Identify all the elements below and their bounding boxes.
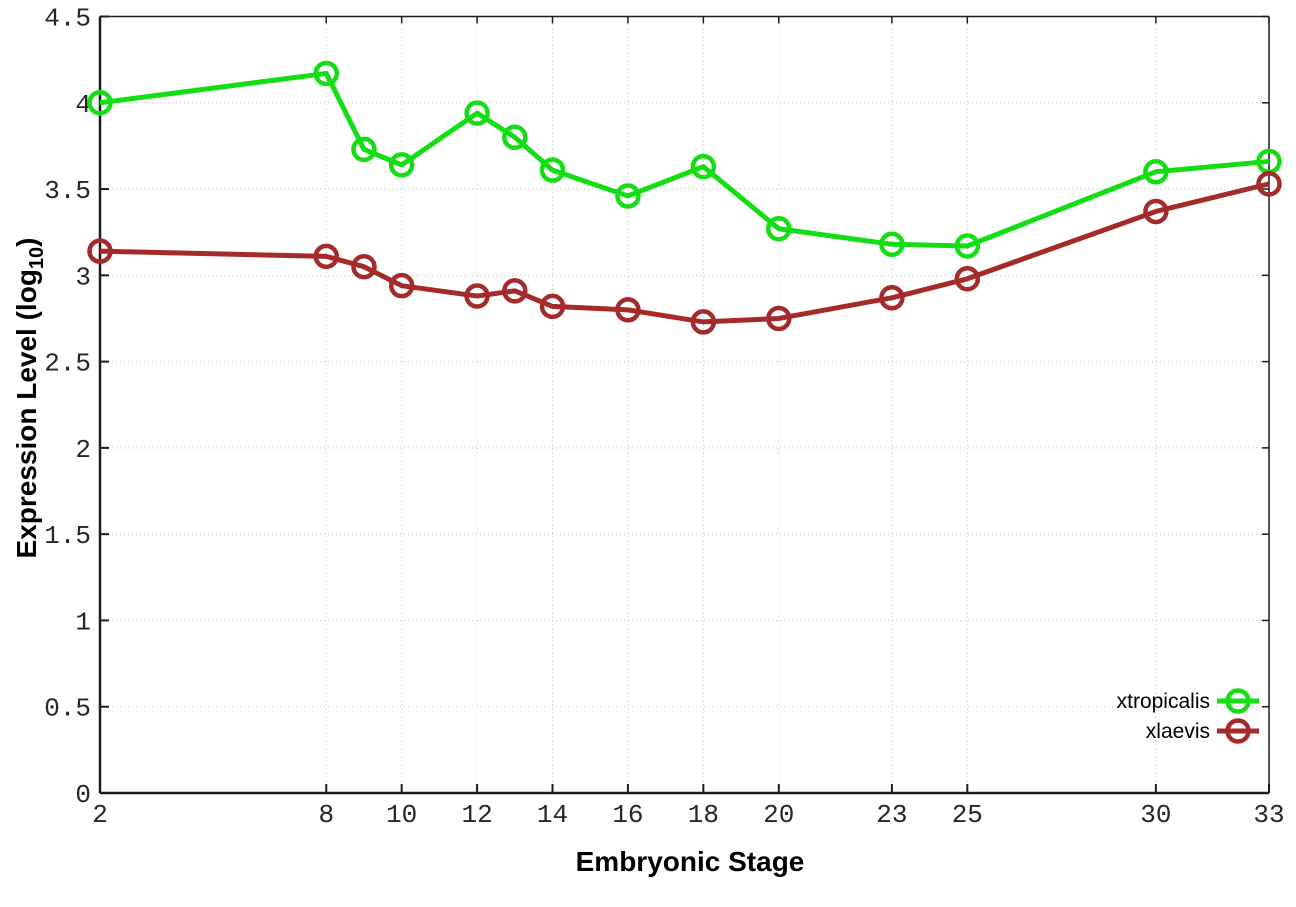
data-point-xtropicalis [615, 183, 641, 209]
x-tick-label: 8 [318, 800, 334, 830]
y-tick-label: 0.5 [44, 694, 91, 724]
x-tick-label: 33 [1253, 800, 1284, 830]
legend-sample-point [1225, 688, 1251, 714]
grid-lines [99, 16, 1270, 794]
tick-marks [99, 15, 1270, 794]
data-point-xlaevis [690, 309, 717, 335]
data-point-xtropicalis [351, 136, 377, 163]
data-point-xlaevis [388, 272, 415, 299]
y-tick-labels: 0 0.5 1 1.5 2 2.5 3 3.5 4 4.5 [44, 4, 91, 811]
x-tick-label: 20 [763, 800, 794, 830]
legend-label-xtropicalis: xtropicalis [1117, 690, 1210, 713]
series-xlaevis [87, 171, 1282, 335]
y-tick-label: 3.5 [44, 176, 91, 206]
legend-marker-xtropicalis [1217, 688, 1259, 714]
x-tick-label: 16 [612, 800, 643, 830]
legend-label-xlaevis: xlaevis [1146, 720, 1210, 743]
y-tick-label: 1 [75, 607, 91, 637]
data-point-xlaevis [313, 243, 340, 270]
x-axis-title: Embryonic Stage [575, 846, 805, 877]
data-point-xtropicalis [87, 90, 113, 116]
data-point-xlaevis [615, 297, 641, 323]
y-tick-label: 1.5 [44, 521, 91, 551]
data-point-xtropicalis [1143, 159, 1169, 185]
data-point-xtropicalis [879, 231, 905, 258]
x-tick-label: 12 [461, 800, 492, 830]
data-point-xlaevis [766, 305, 792, 332]
data-point-xlaevis [502, 278, 528, 304]
x-tick-label: 25 [952, 800, 983, 830]
series-line-xlaevis [99, 181, 1270, 325]
legend-marker-xlaevis [1217, 718, 1259, 744]
data-point-xtropicalis [388, 152, 415, 178]
data-point-xlaevis [1256, 171, 1282, 197]
x-tick-label: 14 [537, 800, 568, 830]
data-point-xtropicalis [539, 157, 566, 183]
y-tick-label: 2.5 [44, 349, 91, 379]
y-axis-title: Expression Level (log10) [11, 238, 49, 559]
data-point-xlaevis [954, 266, 981, 292]
series-line-xtropicalis [99, 70, 1270, 249]
x-tick-label: 10 [386, 800, 417, 830]
data-point-xtropicalis [766, 215, 792, 242]
y-tick-label: 2 [75, 435, 91, 465]
data-point-xtropicalis [690, 153, 717, 180]
x-tick-label: 30 [1140, 800, 1171, 830]
plot-border [98, 15, 1270, 795]
legend: xtropicalis xlaevis [1117, 688, 1259, 744]
legend-sample-point [1225, 718, 1251, 744]
data-point-xlaevis [539, 293, 566, 320]
x-tick-labels: 2 8 10 12 14 16 18 20 23 25 30 33 [92, 800, 1284, 830]
y-tick-label: 3 [75, 262, 91, 292]
data-point-xlaevis [464, 283, 490, 309]
y-axis-title-subscript: 10 [26, 246, 48, 270]
y-tick-label: 4 [75, 90, 91, 120]
y-axis-title-suffix: ) [11, 237, 42, 247]
data-point-xlaevis [1143, 198, 1169, 225]
data-point-xtropicalis [502, 124, 528, 151]
data-point-xlaevis [87, 238, 113, 264]
y-tick-label: 0 [75, 780, 91, 810]
data-point-xlaevis [879, 285, 905, 311]
x-tick-label: 18 [688, 800, 719, 830]
data-point-xtropicalis [954, 233, 981, 259]
x-tick-label: 23 [876, 800, 907, 830]
data-point-xtropicalis [313, 60, 340, 87]
series-xtropicalis [87, 60, 1282, 259]
y-tick-label: 4.5 [44, 4, 91, 34]
x-tick-label: 2 [92, 800, 108, 830]
y-axis-title-text: Expression Level (log [11, 269, 42, 559]
data-point-xlaevis [351, 253, 377, 280]
data-point-xtropicalis [464, 100, 490, 126]
